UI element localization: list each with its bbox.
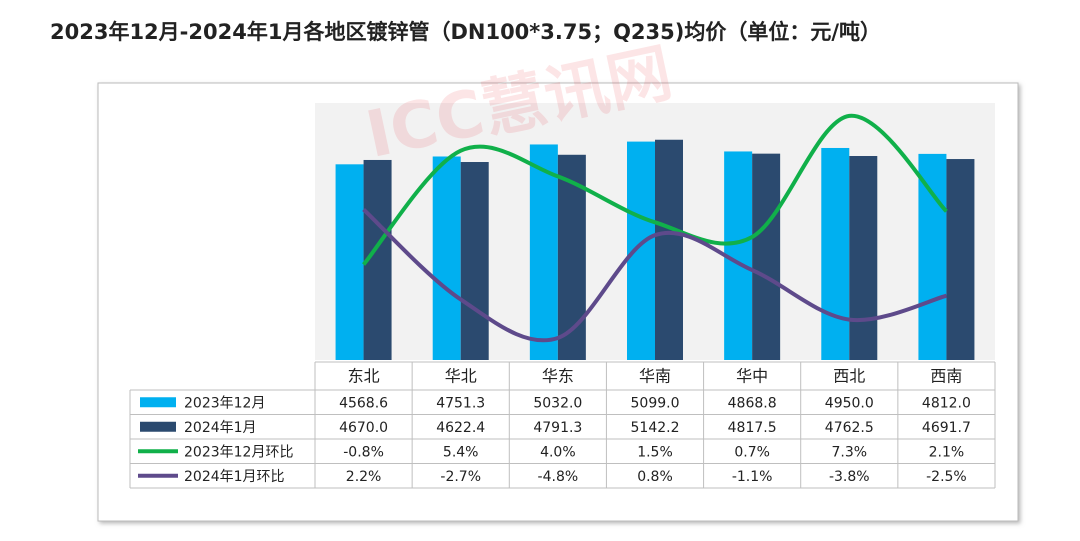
- table-value: 5032.0: [533, 395, 582, 411]
- bar: [432, 156, 461, 360]
- table-value: 4691.7: [922, 420, 971, 436]
- category-label: 西南: [930, 367, 962, 386]
- table-value: 2.1%: [929, 444, 965, 460]
- table-value: -2.7%: [440, 469, 481, 485]
- legend-label: 2024年1月: [184, 420, 257, 436]
- table-value: 7.3%: [831, 444, 867, 460]
- table-value: 4817.5: [728, 420, 777, 436]
- table-value: -1.1%: [732, 469, 773, 485]
- line-series: [362, 113, 948, 266]
- table-value: 4751.3: [436, 395, 485, 411]
- table-value: 0.7%: [734, 444, 770, 460]
- table-value: 4622.4: [436, 420, 485, 436]
- table-value: 5099.0: [631, 395, 680, 411]
- bar: [529, 144, 558, 360]
- table-value: 1.5%: [637, 444, 673, 460]
- bar: [918, 153, 947, 360]
- table-value: -4.8%: [538, 469, 579, 485]
- table-value: 4670.0: [339, 420, 388, 436]
- chart-title: 2023年12月-2024年1月各地区镀锌管（DN100*3.75；Q235)均…: [50, 20, 881, 44]
- table-value: 5.4%: [443, 444, 479, 460]
- bar: [946, 159, 975, 360]
- table-value: 4791.3: [533, 420, 582, 436]
- bar: [460, 162, 489, 360]
- table-value: -2.5%: [926, 469, 967, 485]
- category-label: 华北: [445, 367, 477, 386]
- legend-label: 2024年1月环比: [184, 469, 285, 485]
- table-value: 4.0%: [540, 444, 576, 460]
- table-value: 2.2%: [346, 469, 382, 485]
- bar: [335, 164, 364, 360]
- table-value: 4568.6: [339, 395, 388, 411]
- category-label: 华中: [736, 367, 768, 386]
- bar: [752, 153, 781, 360]
- table-value: 4950.0: [825, 395, 874, 411]
- bar: [849, 156, 878, 360]
- bar: [655, 139, 683, 360]
- bar: [627, 141, 655, 360]
- table-value: 4868.8: [728, 395, 777, 411]
- legend-label: 2023年12月: [184, 395, 265, 411]
- table-value: 5142.2: [631, 420, 680, 436]
- table-value: -3.8%: [829, 469, 870, 485]
- line-series: [362, 208, 947, 343]
- table-value: 0.8%: [637, 469, 673, 485]
- legend-swatch: [140, 397, 176, 408]
- table-value: 4762.5: [825, 420, 874, 436]
- bar: [821, 147, 850, 360]
- category-label: 华东: [542, 367, 574, 386]
- legend-swatch: [140, 421, 176, 432]
- table-value: -0.8%: [343, 444, 384, 460]
- category-label: 东北: [348, 367, 380, 386]
- category-label: 西北: [833, 367, 865, 386]
- legend-label: 2023年12月环比: [184, 444, 293, 460]
- category-label: 华南: [639, 367, 671, 386]
- table-value: 4812.0: [922, 395, 971, 411]
